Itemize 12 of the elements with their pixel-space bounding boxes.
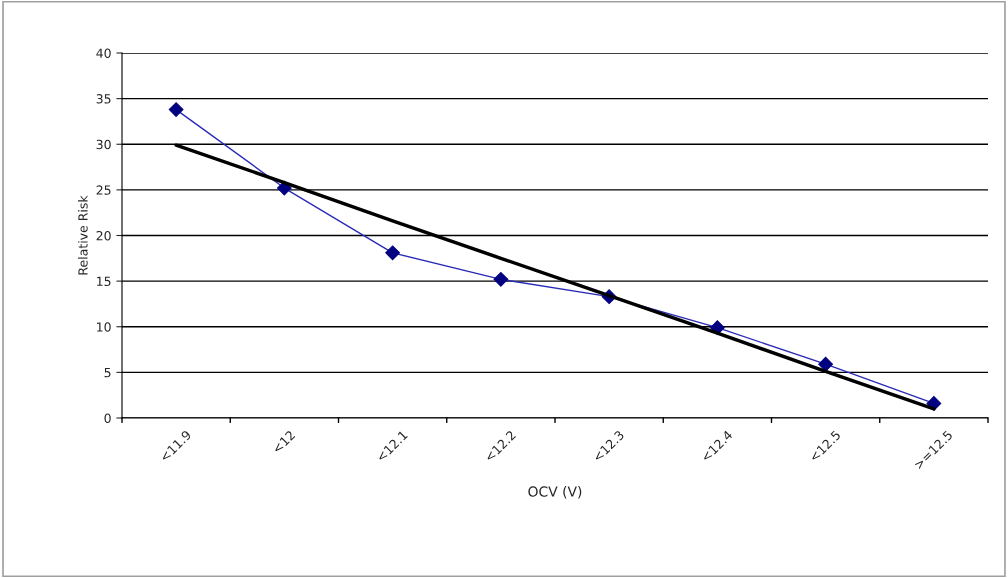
y-tick-label: 30 xyxy=(96,139,111,150)
y-tick-label: 5 xyxy=(104,368,111,378)
x-tick-label: <12 xyxy=(271,430,296,454)
y-tick-label: 10 xyxy=(97,322,111,332)
y-tick-label: 0 xyxy=(104,413,111,423)
y-tick-label: 25 xyxy=(96,185,111,195)
y-tick-label: 40 xyxy=(96,48,111,58)
y-axis-title: Relative Risk xyxy=(78,195,88,275)
y-tick-label: 20 xyxy=(96,230,111,241)
y-tick-label: 35 xyxy=(96,94,111,104)
y-tick-label: 15 xyxy=(97,276,111,287)
x-axis-title: OCV (V) xyxy=(528,486,582,499)
